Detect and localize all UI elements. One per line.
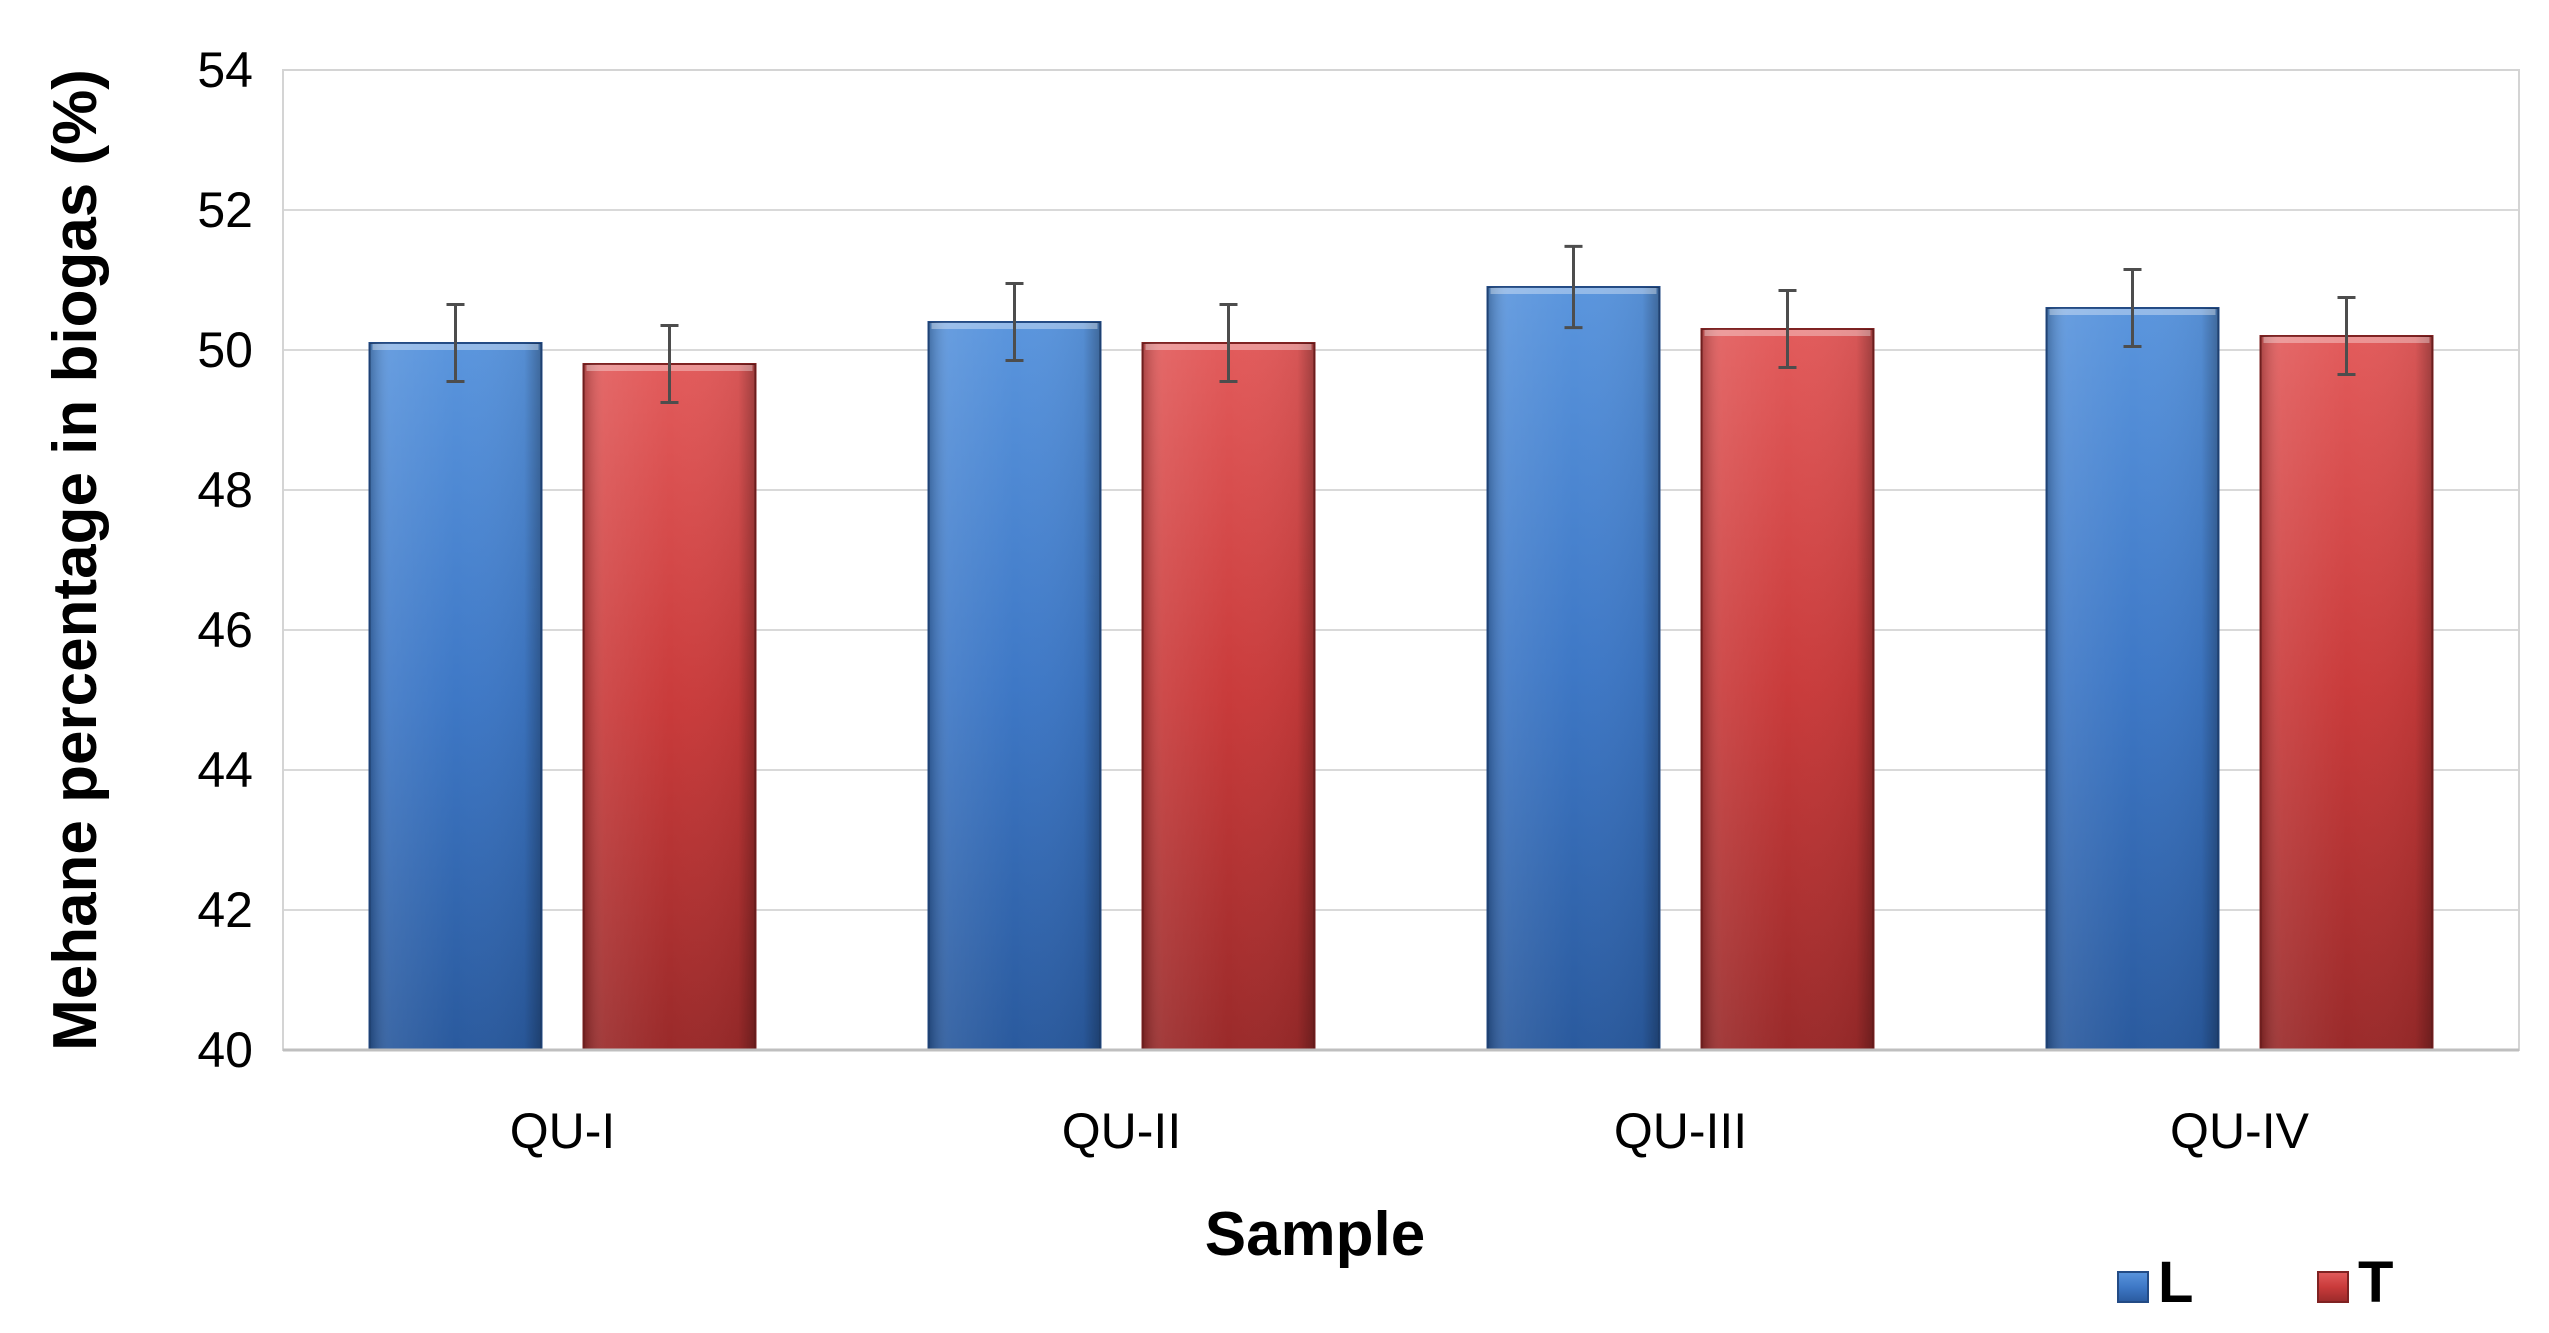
bar-shade xyxy=(369,343,542,1050)
error-bar-L-QU-II xyxy=(1005,282,1024,362)
bar-shade xyxy=(1142,343,1315,1050)
error-bar-T-QU-IV xyxy=(2337,296,2356,376)
error-bar-T-QU-I xyxy=(660,324,679,404)
legend-label: T xyxy=(2358,1250,2393,1315)
y-tick-label: 42 xyxy=(197,882,253,938)
error-bars xyxy=(446,244,2356,404)
y-tick-labels: 40 42 44 46 48 50 52 54 xyxy=(197,42,253,1078)
y-tick-label: 48 xyxy=(197,462,253,518)
bar-shade xyxy=(2260,336,2433,1050)
legend-item-L: L xyxy=(2117,1250,2193,1315)
legend-swatch xyxy=(2317,1271,2349,1303)
x-tick-labels: QU-I QU-II QU-III QU-IV xyxy=(510,1103,2310,1159)
bar-shade xyxy=(2046,308,2219,1050)
x-tick-label: QU-IV xyxy=(2170,1103,2310,1159)
legend-swatch xyxy=(2117,1271,2149,1303)
error-bar-L-QU-III xyxy=(1564,244,1583,330)
y-tick-label: 44 xyxy=(197,742,253,798)
legend-label: L xyxy=(2158,1250,2193,1315)
y-tick-label: 52 xyxy=(197,182,253,238)
x-tick-label: QU-III xyxy=(1614,1103,1747,1159)
error-bar-L-QU-I xyxy=(446,303,465,383)
bar-shade xyxy=(1487,287,1660,1050)
bar-shade xyxy=(583,364,756,1050)
x-tick-label: QU-I xyxy=(510,1103,616,1159)
y-axis-title: Mehane percentage in biogas (%) xyxy=(41,69,110,1051)
bar-shade xyxy=(928,322,1101,1050)
y-tick-label: 54 xyxy=(197,42,253,98)
y-tick-label: 50 xyxy=(197,322,253,378)
error-bar-L-QU-IV xyxy=(2123,268,2142,348)
bar-shade xyxy=(1701,329,1874,1050)
x-axis-title: Sample xyxy=(1205,1200,1426,1269)
error-bar-T-QU-III xyxy=(1778,289,1797,369)
error-bar-T-QU-II xyxy=(1219,303,1238,383)
legend-item-T: T xyxy=(2317,1250,2393,1315)
bars xyxy=(368,286,2434,1051)
y-tick-label: 40 xyxy=(197,1022,253,1078)
y-tick-label: 46 xyxy=(197,602,253,658)
x-tick-label: QU-II xyxy=(1062,1103,1181,1159)
